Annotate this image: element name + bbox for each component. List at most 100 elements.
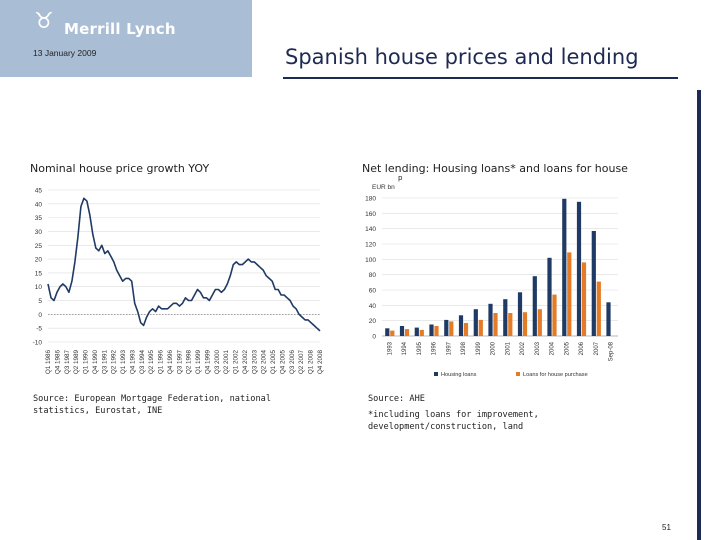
x-tick-label: 2000 <box>491 341 497 355</box>
edge-rule <box>697 90 701 540</box>
x-tick-label: 2006 <box>579 341 585 355</box>
y-tick-label: -10 <box>33 340 43 347</box>
x-tick-label: Sep-08 <box>609 341 615 361</box>
x-tick-label: 1998 <box>461 341 467 355</box>
housing-loans-bar <box>429 324 434 336</box>
house-purchase-loans-bar <box>493 313 498 336</box>
y-tick-label: 100 <box>365 257 376 264</box>
right-chart-source: Source: AHE <box>368 394 425 404</box>
x-tick-label: Q2 1989 <box>73 350 80 375</box>
y-tick-label: 80 <box>369 272 377 279</box>
housing-loans-bar <box>576 201 582 336</box>
x-tick-label: Q1 1999 <box>195 350 202 375</box>
house-purchase-loans-bar <box>508 313 513 336</box>
legend-label-purchase: Loans for house purchase <box>523 372 588 378</box>
brand-name: Merrill Lynch <box>64 20 176 38</box>
x-tick-label: 1996 <box>432 341 438 355</box>
house-purchase-loans-bar <box>449 321 454 336</box>
x-tick-label: 1997 <box>446 341 452 355</box>
x-tick-label: 2007 <box>594 341 600 355</box>
x-tick-label: Q1 1993 <box>120 350 127 375</box>
right-chart-title-cont: p <box>398 174 403 182</box>
legend-swatch-purchase <box>516 372 520 376</box>
y-tick-label: 40 <box>369 303 377 310</box>
housing-loans-bar <box>532 276 537 336</box>
x-tick-label: 2001 <box>505 341 511 355</box>
housing-loans-bar <box>488 303 493 336</box>
y-axis-unit: EUR bn <box>372 184 395 191</box>
house-purchase-loans-bar <box>596 281 601 336</box>
house-purchase-loans-bar <box>434 326 439 336</box>
housing-loans-bar <box>385 328 390 336</box>
housing-loans-bar <box>473 309 478 336</box>
house-purchase-loans-bar <box>478 319 483 336</box>
legend-label-housing: Housing loans <box>441 372 477 378</box>
y-tick-label: 140 <box>365 226 376 233</box>
house-purchase-loans-bar <box>581 262 587 336</box>
x-tick-label: Q4 1990 <box>92 350 99 375</box>
net-lending-chart: EUR bn 180 160 140 120 100 80 60 40 20 0 1993 1994 19… <box>365 184 618 378</box>
x-tick-label: Q4 1993 <box>129 350 136 375</box>
y-tick-label: 60 <box>369 288 377 295</box>
bull-logo-icon: ♉ <box>34 9 54 34</box>
x-tick-label: Q4 1996 <box>167 350 174 375</box>
title-underline <box>283 77 678 79</box>
y-tick-label: 15 <box>35 270 43 277</box>
x-tick-label: Q1 1990 <box>83 350 90 375</box>
x-tick-label: 2003 <box>535 341 541 355</box>
y-tick-label: 35 <box>35 215 43 222</box>
report-date: 13 January 2009 <box>33 48 97 58</box>
house-purchase-loans-bar <box>463 323 469 336</box>
x-tick-label: Q4 2008 <box>317 350 324 375</box>
right-chart-footnote: *including loans for improvement, develo… <box>368 410 539 432</box>
x-tick-label: Q3 1987 <box>64 350 71 375</box>
series-line <box>47 197 321 332</box>
x-tick-label: Q1 2005 <box>270 350 277 375</box>
y-tick-label: 180 <box>365 196 376 203</box>
legend-swatch-housing <box>434 372 438 376</box>
house-purchase-loans-bar <box>567 252 572 336</box>
x-tick-label: Q4 2005 <box>279 350 286 375</box>
y-tick-label: 25 <box>35 243 43 250</box>
x-tick-label: Q3 2006 <box>289 350 296 375</box>
y-tick-label: 120 <box>365 242 376 249</box>
house-purchase-loans-bar <box>522 312 528 336</box>
house-purchase-loans-bar <box>404 329 410 336</box>
y-tick-label: 20 <box>35 257 43 264</box>
y-tick-label: 40 <box>35 201 43 208</box>
y-tick-label: 45 <box>35 188 43 195</box>
y-tick-label: 0 <box>372 334 376 341</box>
x-tick-label: Q3 2003 <box>251 350 258 375</box>
left-chart-title: Nominal house price growth YOY <box>30 162 210 175</box>
x-tick-label: Q1 2002 <box>233 350 240 375</box>
right-chart-title: Net lending: Housing loans* and loans fo… <box>362 162 628 175</box>
y-tick-label: 30 <box>35 229 43 236</box>
x-tick-label: Q4 1986 <box>54 350 61 375</box>
y-tick-label: 5 <box>38 298 42 305</box>
y-tick-label: -5 <box>36 326 42 333</box>
page-number: 51 <box>662 523 671 532</box>
y-tick-label: 0 <box>38 312 42 319</box>
x-tick-label: 1993 <box>387 341 393 355</box>
x-tick-label: 1999 <box>476 341 482 355</box>
housing-loans-bar <box>399 326 405 336</box>
x-tick-label: Q1 1986 <box>45 350 52 375</box>
left-chart-source: Source: European Mortgage Federation, na… <box>33 394 271 416</box>
housing-loans-bar <box>444 319 449 336</box>
x-tick-label: Q3 2000 <box>214 350 221 375</box>
y-tick-label: 160 <box>365 211 376 218</box>
x-tick-label: Q4 2002 <box>242 350 249 375</box>
x-tick-label: Q2 2001 <box>223 350 230 375</box>
y-tick-label: 10 <box>35 284 43 291</box>
x-tick-label: 2002 <box>520 341 526 355</box>
x-tick-label: Q2 2007 <box>298 350 305 375</box>
x-tick-label: Q1 1996 <box>158 350 165 375</box>
x-tick-label: 1995 <box>417 341 423 355</box>
housing-loans-bar <box>517 292 523 336</box>
house-purchase-loans-bar <box>390 330 395 336</box>
page-title: Spanish house prices and lending <box>285 45 639 69</box>
x-tick-label: 2005 <box>564 341 570 355</box>
x-tick-label: Q4 1999 <box>204 350 211 375</box>
y-tick-label: 20 <box>369 318 377 325</box>
